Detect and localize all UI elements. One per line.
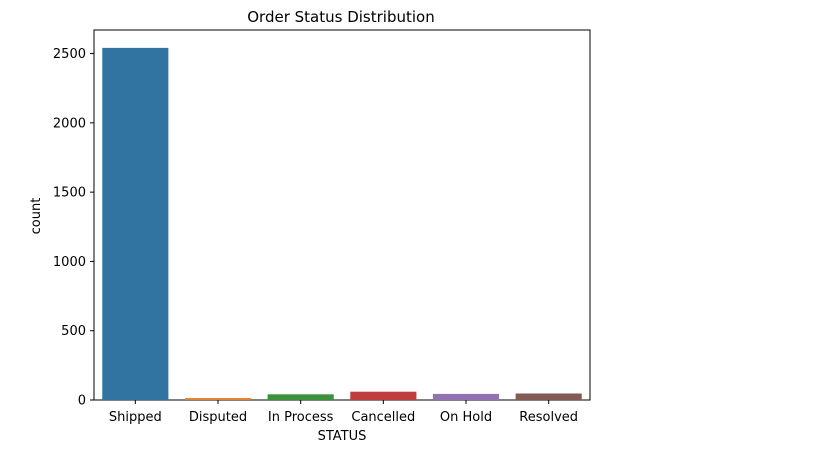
bar-resolved (515, 393, 582, 400)
bar-cancelled (350, 391, 417, 400)
bar-shipped (102, 47, 169, 400)
y-tick-label: 0 (78, 394, 86, 409)
x-tick-label: In Process (268, 410, 334, 425)
plot-frame (93, 29, 591, 401)
x-tick-label: On Hold (440, 410, 492, 425)
x-axis-label: STATUS (318, 429, 367, 444)
bar-in-process (267, 394, 334, 400)
y-tick-label: 2500 (53, 47, 86, 62)
y-axis-label: count (29, 198, 44, 235)
x-axis: Shipped Disputed In Process Cancelled On Hol… (109, 400, 578, 425)
y-tick-label: 1000 (53, 255, 86, 270)
y-tick-label: 1500 (53, 186, 86, 201)
bars (102, 47, 582, 400)
y-axis: 0 500 1000 1500 2000 2500 (53, 47, 94, 409)
x-tick-label: Disputed (189, 410, 247, 425)
x-tick-label: Resolved (519, 410, 578, 425)
x-tick-label: Cancelled (351, 410, 415, 425)
x-tick-label: Shipped (109, 410, 162, 425)
plot-area (93, 29, 591, 401)
chart-title: Order Status Distribution (247, 8, 434, 26)
bar-on-hold (432, 393, 500, 400)
y-tick-label: 500 (61, 324, 86, 339)
y-tick-label: 2000 (53, 116, 86, 131)
bar-disputed (184, 398, 252, 400)
